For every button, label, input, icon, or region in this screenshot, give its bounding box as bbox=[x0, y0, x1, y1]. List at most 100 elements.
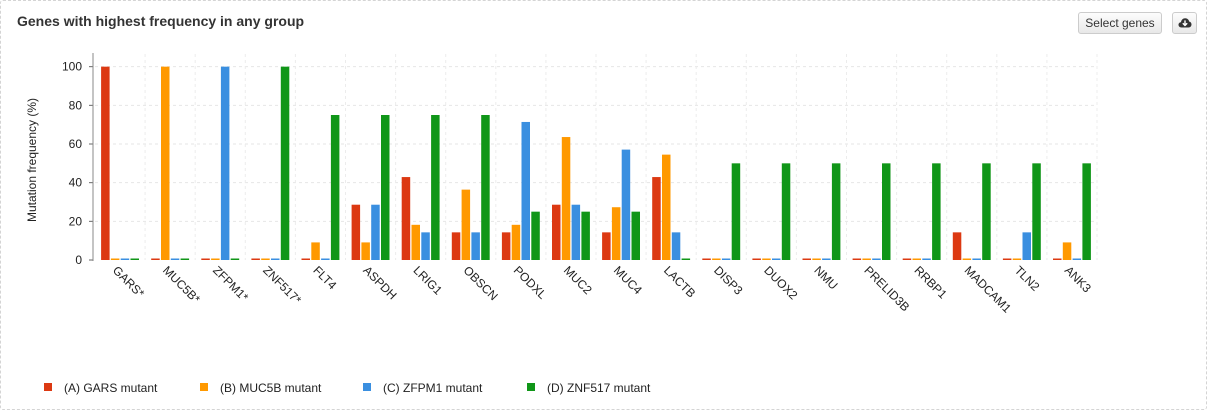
bar bbox=[251, 258, 260, 260]
bar bbox=[962, 258, 972, 260]
bar bbox=[1053, 258, 1062, 260]
bar bbox=[321, 258, 330, 260]
bar bbox=[862, 258, 871, 260]
x-tick-label: FLT4 bbox=[310, 263, 339, 292]
bar bbox=[1002, 258, 1012, 260]
x-tick-label: ASPDH bbox=[360, 263, 399, 302]
bar bbox=[1032, 163, 1041, 260]
grid-lines bbox=[95, 54, 1098, 260]
x-tick-label: DISP3 bbox=[711, 263, 746, 298]
bar bbox=[621, 149, 631, 260]
legend-label: (B) MUC5B mutant bbox=[220, 381, 322, 395]
download-button[interactable] bbox=[1172, 12, 1197, 34]
bar bbox=[912, 258, 921, 260]
x-tick-label: GARS* bbox=[110, 263, 147, 300]
bar bbox=[1062, 242, 1072, 260]
bar bbox=[211, 258, 220, 260]
bar bbox=[602, 232, 611, 260]
y-tick-label: 80 bbox=[69, 98, 83, 112]
x-tick-label: TLN2 bbox=[1012, 263, 1043, 294]
x-tick-label: NMU bbox=[811, 263, 840, 292]
bar bbox=[772, 258, 781, 260]
bar bbox=[261, 258, 270, 260]
bar bbox=[201, 258, 210, 260]
bar bbox=[230, 258, 240, 260]
bar bbox=[802, 258, 811, 260]
panel-title: Genes with highest frequency in any grou… bbox=[17, 13, 305, 29]
x-tick-label: ZFPM1* bbox=[210, 263, 251, 304]
legend-swatch bbox=[44, 383, 52, 391]
y-tick-label: 100 bbox=[62, 60, 82, 74]
bar bbox=[902, 258, 912, 260]
bar bbox=[671, 232, 681, 260]
bar bbox=[361, 242, 370, 260]
bar bbox=[571, 204, 581, 260]
bar bbox=[932, 163, 941, 260]
legend-swatch bbox=[363, 383, 371, 391]
bar bbox=[1072, 258, 1082, 260]
bar bbox=[752, 258, 761, 260]
bar bbox=[280, 66, 290, 261]
bar bbox=[611, 207, 621, 260]
bar bbox=[822, 258, 831, 260]
bar bbox=[631, 211, 640, 260]
x-tick-label: RRBP1 bbox=[912, 263, 950, 301]
y-tick-label: 0 bbox=[75, 253, 82, 267]
bar bbox=[982, 163, 991, 260]
bar bbox=[952, 232, 962, 260]
bar bbox=[521, 121, 530, 261]
bar bbox=[471, 232, 480, 260]
bar bbox=[1012, 258, 1022, 260]
y-axis-label: Mutation frequency (%) bbox=[25, 98, 39, 222]
bar bbox=[431, 115, 440, 260]
y-tick-label: 20 bbox=[69, 214, 83, 228]
x-tick-label: MADCAM1 bbox=[962, 263, 1015, 316]
bar bbox=[652, 177, 661, 260]
cloud-download-icon bbox=[1178, 18, 1191, 28]
bar bbox=[681, 258, 691, 260]
bar bbox=[712, 258, 721, 260]
x-tick-label: MUC2 bbox=[561, 263, 595, 297]
bar bbox=[481, 115, 490, 260]
bar bbox=[151, 258, 160, 260]
bar bbox=[421, 232, 430, 260]
bar bbox=[922, 258, 931, 260]
bar bbox=[501, 232, 511, 260]
bar bbox=[1022, 232, 1031, 260]
bar bbox=[101, 66, 110, 261]
bar bbox=[381, 115, 390, 260]
bar bbox=[581, 211, 590, 260]
legend-label: (D) ZNF517 mutant bbox=[547, 381, 651, 395]
bar bbox=[552, 204, 561, 260]
bar bbox=[531, 211, 540, 260]
x-tick-label: ANK3 bbox=[1062, 263, 1094, 295]
bar bbox=[371, 204, 380, 260]
bar bbox=[872, 258, 881, 260]
bar bbox=[561, 137, 571, 260]
bar bbox=[702, 258, 711, 260]
bar bbox=[220, 66, 230, 261]
y-tick-label: 60 bbox=[69, 137, 83, 151]
x-tick-label: ZNF517* bbox=[260, 263, 304, 307]
bar bbox=[662, 154, 671, 260]
legend: (A) GARS mutant (B) MUC5B mutant (C) ZFPM1… bbox=[44, 381, 651, 395]
bar bbox=[812, 258, 821, 260]
x-tick-label: LACTB bbox=[661, 263, 698, 300]
bar bbox=[511, 224, 521, 260]
y-tick-label: 40 bbox=[69, 176, 83, 190]
bar bbox=[1082, 163, 1091, 260]
legend-swatch bbox=[200, 383, 208, 391]
x-tick-label: MUC4 bbox=[611, 263, 645, 297]
bar bbox=[351, 204, 361, 260]
bar bbox=[972, 258, 981, 260]
bar bbox=[721, 258, 731, 260]
bar bbox=[401, 177, 411, 260]
x-tick-label: LRIG1 bbox=[411, 263, 446, 298]
legend-label: (C) ZFPM1 mutant bbox=[383, 381, 483, 395]
bar bbox=[110, 258, 120, 260]
select-genes-button[interactable]: Select genes bbox=[1078, 12, 1162, 34]
bar bbox=[451, 232, 461, 260]
bar bbox=[271, 258, 280, 260]
